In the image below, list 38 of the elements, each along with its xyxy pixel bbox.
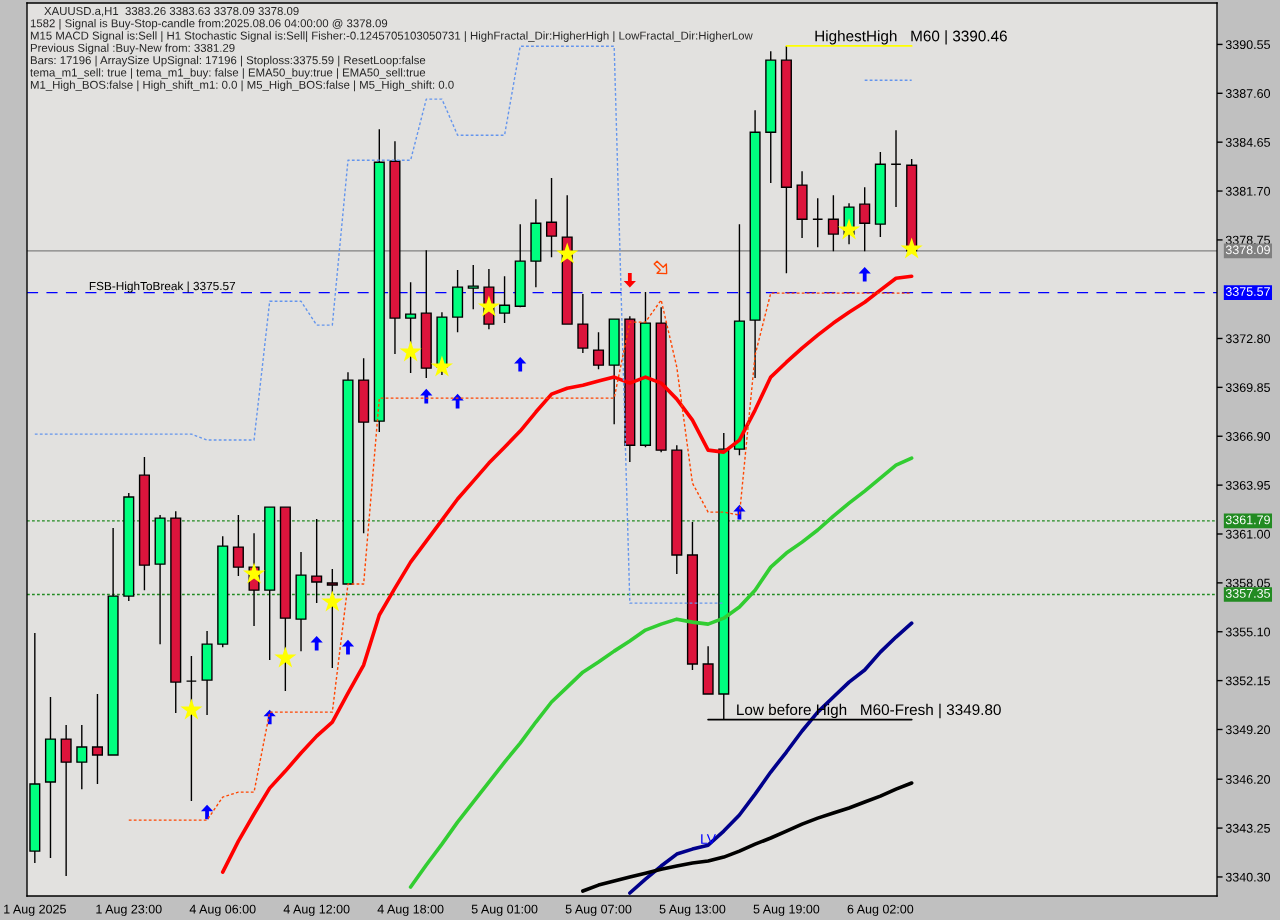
- annotation: M1_High_BOS:false | High_shift_m1: 0.0 | M5_High_BOS:false | M5_High_shift: 0.0: [30, 80, 454, 92]
- series-label: HighestHigh M60 | 3390.46: [815, 30, 1007, 45]
- x-tick-label: 4 Aug 06:00: [189, 904, 256, 916]
- annotation: tema_m1_sell: true | tema_m1_buy: false | EMA50_buy:true | EMA50_sell:true: [30, 68, 426, 79]
- y-tick-label: 3340.30: [1225, 872, 1271, 882]
- x-tick-label: 5 Aug 01:00: [471, 904, 538, 916]
- x-tick-label: 4 Aug 12:00: [283, 904, 350, 916]
- y-tick-label: 3381.70: [1225, 186, 1271, 196]
- y-tick-label: 3366.90: [1225, 432, 1271, 441]
- chart-title: XAUUSD.a,H1 3383.26 3383.63 3378.09 3378.09: [44, 6, 299, 17]
- y-tick-label: 3363.95: [1225, 480, 1270, 490]
- y-tick-label: 3361.00: [1225, 529, 1271, 539]
- y-tick-label: 3355.10: [1225, 627, 1271, 637]
- annotation: Previous Signal :Buy-New from: 3381.29: [30, 43, 235, 55]
- y-tick-label: 3358.05: [1225, 578, 1270, 588]
- ref-line-label: 3361.79: [1225, 515, 1270, 525]
- x-tick-label: 5 Aug 19:00: [753, 904, 820, 916]
- x-tick-label: 1 Aug 2025: [4, 904, 66, 916]
- y-tick-label: 3372.80: [1225, 334, 1271, 344]
- y-tick-label: 3346.20: [1225, 775, 1271, 784]
- ref-line-label: 3375.57: [1225, 287, 1270, 296]
- ref-line-label: 3357.35: [1225, 588, 1270, 598]
- annotation: M15 MACD Signal is:Sell | H1 Stochastic Signal is:Sell| Fisher:-0.1245705103050731 | HighFractal_Dir:HigherHigh | LowFractal_Dir:HigherLow: [30, 31, 753, 42]
- annotation: FSB-HighToBreak | 3375.57: [89, 281, 236, 293]
- y-tick-label: 3384.65: [1225, 137, 1270, 147]
- y-tick-label: 3390.55: [1225, 40, 1270, 50]
- x-tick-label: 5 Aug 07:00: [565, 904, 632, 916]
- y-tick-label: 3343.25: [1225, 823, 1270, 833]
- x-tick-label: 5 Aug 13:00: [659, 904, 726, 916]
- annotation: Bars: 17196 | ArraySize UpSignal: 17196 | Stoploss:3375.59 | ResetLoop:false: [30, 55, 426, 67]
- annotation: 1582 | Signal is Buy-Stop-candle from:2025.08.06 04:00:00 @ 3378.09: [30, 18, 388, 30]
- x-tick-label: 1 Aug 23:00: [96, 904, 162, 916]
- y-tick-label: 3369.85: [1225, 383, 1270, 393]
- y-tick-label: 3352.15: [1225, 676, 1270, 686]
- x-tick-label: 4 Aug 18:00: [377, 904, 444, 916]
- y-tick-label: 3387.60: [1225, 89, 1271, 98]
- x-tick-label: 6 Aug 02:00: [847, 904, 914, 916]
- y-tick-label: 3349.20: [1225, 725, 1271, 735]
